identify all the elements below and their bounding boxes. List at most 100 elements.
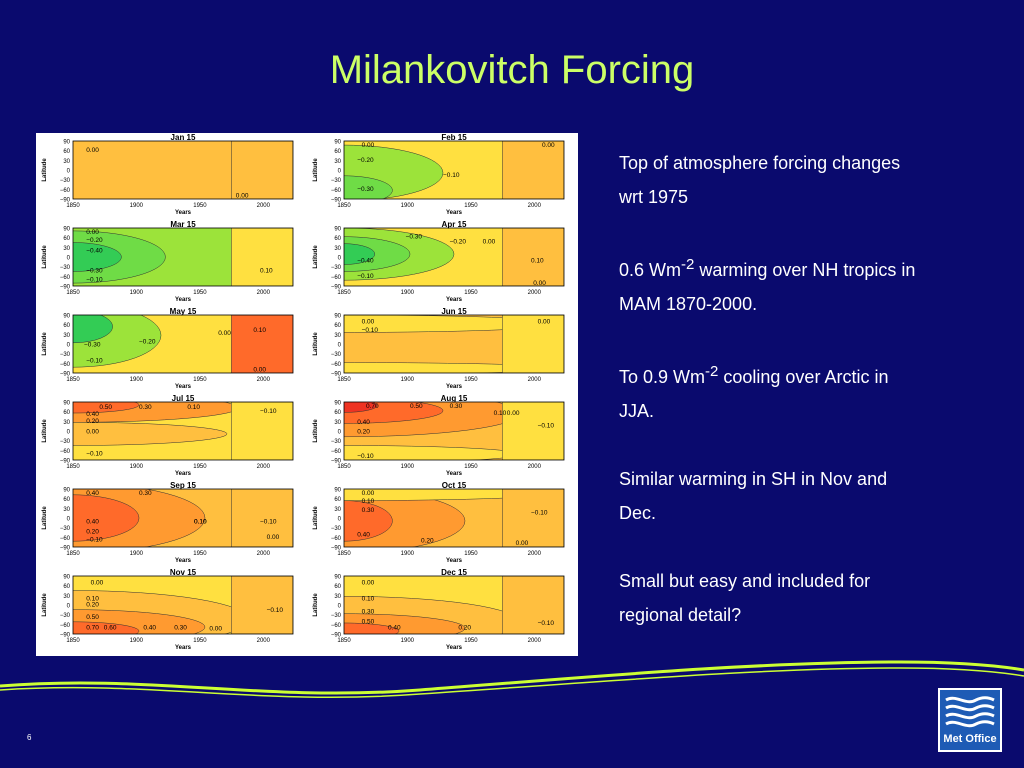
contour-label: 0.00 [362, 490, 375, 497]
contour-label: −0.10 [357, 453, 374, 460]
y-tick-label: 90 [63, 575, 70, 581]
bullet-sh-warming: Similar warming in SH in Nov and Dec. [619, 469, 888, 523]
bullet-list: Top of atmosphere forcing changes wrt 19… [619, 146, 919, 666]
contour-figure: Jan 15 90 60 30 0 −30 −60 −90 1850 1900 1950 2000 Ye… [36, 133, 578, 656]
contour-label: 0.00 [362, 579, 375, 586]
x-tick-label: 1850 [337, 638, 351, 644]
x-tick-label: 1950 [464, 638, 478, 644]
y-tick-label: 60 [63, 584, 70, 590]
x-tick-label: 1850 [66, 464, 80, 470]
contour-panel: Jul 15 90 60 30 0 −30 −60 −90 1850 1900 1950 2000 Ye… [36, 394, 307, 481]
x-tick-label: 1850 [337, 551, 351, 557]
contour-label: 0.30 [174, 625, 187, 632]
contour-band [344, 243, 376, 265]
contour-label: 0.30 [139, 490, 152, 497]
x-tick-label: 1900 [130, 203, 144, 209]
y-tick-label: 60 [334, 410, 341, 416]
x-tick-label: 1850 [337, 203, 351, 209]
y-tick-label: 60 [63, 323, 70, 329]
contour-panel: Jun 15 90 60 30 0 −30 −60 −90 1850 1900 1950 2000 Ye… [307, 307, 578, 394]
contour-band [73, 494, 140, 542]
plot-frame [343, 227, 565, 287]
x-axis-label: Years [175, 558, 192, 564]
contour-label: −0.10 [538, 423, 555, 430]
y-tick-label: 30 [334, 159, 341, 165]
y-tick-label: −60 [331, 536, 342, 542]
contour-label: 0.40 [86, 518, 99, 525]
plot-frame [72, 401, 294, 461]
contour-label: 0.00 [209, 626, 222, 633]
contour-label: 0.20 [421, 538, 434, 545]
y-tick-label: 90 [63, 140, 70, 146]
contour-label: 0.00 [253, 366, 266, 373]
bullet-toa-forcing: Top of atmosphere forcing changes wrt 19… [619, 153, 901, 207]
x-tick-label: 1900 [401, 203, 415, 209]
y-tick-label: −90 [331, 198, 342, 204]
contour-label: −0.10 [531, 510, 548, 517]
contour-band-post1975 [231, 402, 293, 460]
x-tick-label: 1900 [401, 464, 415, 470]
contour-band [73, 621, 140, 634]
contour-label: −0.10 [538, 620, 555, 627]
y-tick-label: −60 [60, 188, 71, 194]
x-tick-label: 2000 [528, 638, 542, 644]
contour-panel: May 15 90 60 30 0 −30 −60 −90 1850 1900 1950 2000 Ye… [36, 307, 307, 394]
x-axis-label: Years [175, 384, 192, 390]
contour-label: −0.10 [267, 607, 284, 614]
contour-label: 0.00 [267, 534, 280, 541]
y-tick-label: 60 [334, 149, 341, 155]
panel-title: Mar 15 [170, 220, 196, 229]
y-tick-label: 30 [334, 594, 341, 600]
contour-label: 0.50 [410, 403, 423, 410]
x-tick-label: 2000 [257, 464, 271, 470]
x-tick-label: 2000 [257, 377, 271, 383]
contour-label: 0.20 [86, 418, 99, 425]
contour-label: 0.10 [531, 257, 544, 264]
panel-title: Apr 15 [442, 220, 467, 229]
y-tick-label: 60 [63, 410, 70, 416]
contour-label: 0.60 [104, 625, 117, 632]
y-axis-label: Latitude [42, 419, 48, 443]
contour-label: 0.40 [357, 419, 370, 426]
x-tick-label: 2000 [257, 290, 271, 296]
contour-band [73, 402, 140, 414]
y-tick-label: 0 [67, 256, 71, 262]
plot-frame [343, 488, 565, 548]
plot-frame [72, 314, 294, 374]
contour-label: 0.00 [86, 229, 99, 236]
contour-label: 0.10 [362, 498, 375, 505]
contour-label: −0.10 [357, 273, 374, 280]
contour-label: 0.00 [483, 238, 496, 245]
y-tick-label: 0 [338, 169, 342, 175]
contour-label: 0.50 [86, 614, 99, 621]
y-tick-label: 60 [63, 149, 70, 155]
bullet-nh-warming: 0.6 Wm-2 warming over NH tropics in MAM … [619, 256, 916, 314]
x-tick-label: 1950 [193, 377, 207, 383]
y-tick-label: 90 [334, 140, 341, 146]
x-tick-label: 1850 [66, 638, 80, 644]
y-tick-label: −30 [331, 439, 342, 445]
plot-frame [72, 227, 294, 287]
y-tick-label: 0 [67, 169, 71, 175]
x-tick-label: 1900 [401, 551, 415, 557]
y-tick-label: 90 [63, 401, 70, 407]
y-axis-label: Latitude [42, 593, 48, 617]
contour-label: 0.40 [388, 625, 401, 632]
y-tick-label: −90 [60, 633, 71, 639]
x-tick-label: 1850 [337, 464, 351, 470]
contour-label: 0.00 [362, 142, 375, 149]
x-axis-label: Years [446, 471, 463, 477]
contour-label: 0.40 [357, 532, 370, 539]
plot-frame [72, 575, 294, 635]
contour-panel: Apr 15 90 60 30 0 −30 −60 −90 1850 1900 1950 2000 Ye… [307, 220, 578, 307]
panel-title: Feb 15 [441, 133, 467, 142]
y-tick-label: −30 [331, 352, 342, 358]
x-axis-label: Years [446, 645, 463, 651]
x-tick-label: 1950 [464, 551, 478, 557]
contour-label: 0.00 [91, 579, 104, 586]
y-tick-label: −60 [60, 362, 71, 368]
contour-label: 0.40 [143, 625, 156, 632]
